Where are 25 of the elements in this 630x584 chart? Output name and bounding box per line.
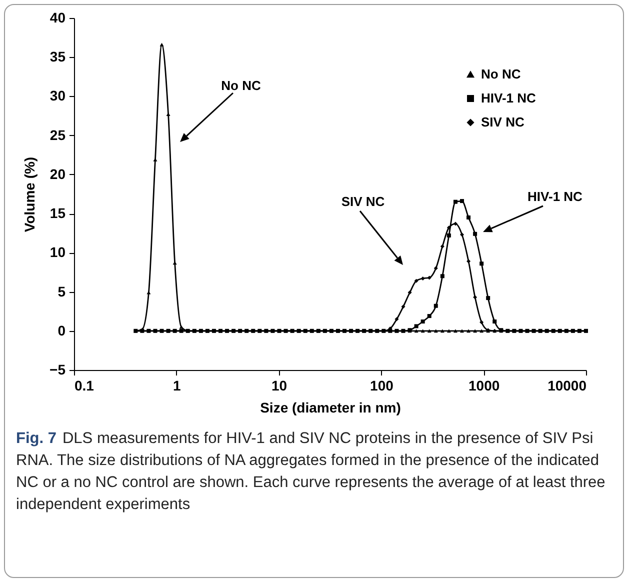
y-tick-label: 30 (50, 88, 66, 104)
y-tick-label: 15 (50, 205, 66, 222)
y-tick-label: 40 (50, 10, 66, 26)
annotation: No NC (221, 78, 262, 93)
caption: Fig. 7 DLS measurements for HIV-1 and SIV NC proteins in the presence of SIV Psi RNA. The size distributions of NA aggregates formed in the presence of the indicated NC or a no NC control are shown. Each curve represents the average of at least three independent experiments (16, 429, 606, 515)
x-tick-label: 10 (272, 378, 288, 394)
x-tick-label: 0.1 (74, 378, 94, 394)
y-tick-label: 5 (58, 283, 66, 300)
x-tick-label: 10000 (548, 378, 587, 394)
x-tick-label: 100 (370, 378, 394, 394)
y-tick-label: 25 (50, 126, 66, 143)
x-tick-label: 1000 (468, 378, 500, 394)
y-tick-label: 20 (50, 166, 66, 182)
y-tick-label: 10 (50, 244, 66, 260)
legend-label: SIV NC (481, 114, 525, 130)
annotation: HIV-1 NC (528, 189, 584, 204)
x-axis-title: Size (diameter in nm) (260, 400, 401, 416)
x-tick-label: 1 (173, 378, 181, 394)
y-tick-label: 0 (58, 322, 66, 338)
legend-label: HIV-1 NC (481, 90, 537, 106)
y-tick-label: −5 (50, 362, 66, 378)
annotation: SIV NC (341, 194, 386, 209)
legend-label: No NC (481, 66, 522, 82)
y-axis-title: Volume (%) (22, 156, 38, 232)
y-tick-label: 35 (50, 48, 66, 65)
